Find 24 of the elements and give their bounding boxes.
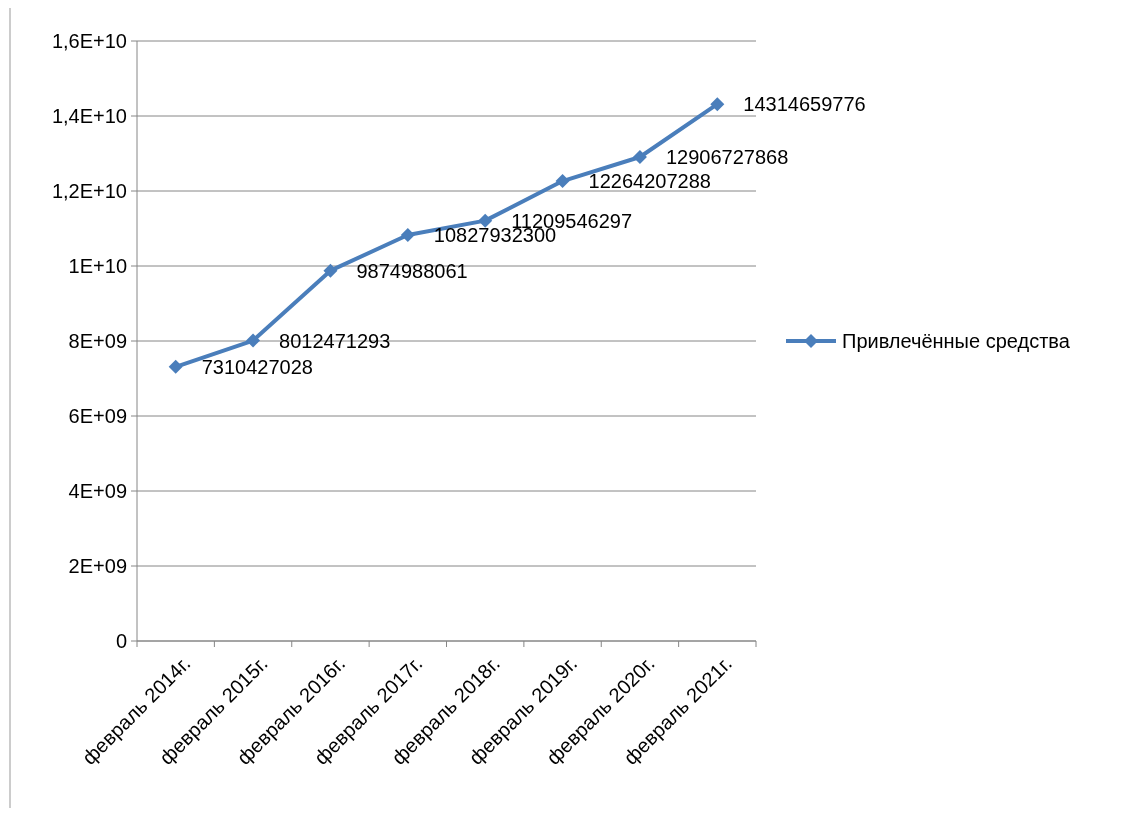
data-label: 12264207288 — [588, 170, 711, 193]
y-tick-label: 1,4E+10 — [51, 105, 127, 127]
y-tick-label: 1,2E+10 — [51, 180, 127, 202]
point — [246, 333, 261, 348]
data-label: 12906727868 — [665, 146, 789, 168]
y-tick-label: 4E+09 — [68, 480, 127, 502]
point — [710, 97, 725, 112]
y-tick-label: 0 — [115, 630, 127, 652]
data-label: 7310427028 — [201, 355, 313, 378]
legend-label: Привлечённые средства — [842, 330, 1071, 352]
data-label: 9874988061 — [356, 259, 468, 282]
y-tick-label: 8E+09 — [68, 330, 127, 352]
y-tick-label: 1,6E+10 — [51, 30, 127, 52]
data-label: 14314659776 — [743, 93, 866, 116]
point — [323, 263, 338, 278]
y-tick-label: 2E+09 — [68, 555, 127, 577]
point — [168, 359, 183, 374]
point — [478, 213, 493, 228]
point — [400, 227, 415, 242]
y-tick-label: 6E+09 — [68, 405, 127, 427]
y-tick-label: 1E+10 — [68, 255, 127, 277]
data-label: 8012471293 — [279, 329, 391, 352]
point — [632, 150, 647, 164]
point — [555, 174, 570, 189]
